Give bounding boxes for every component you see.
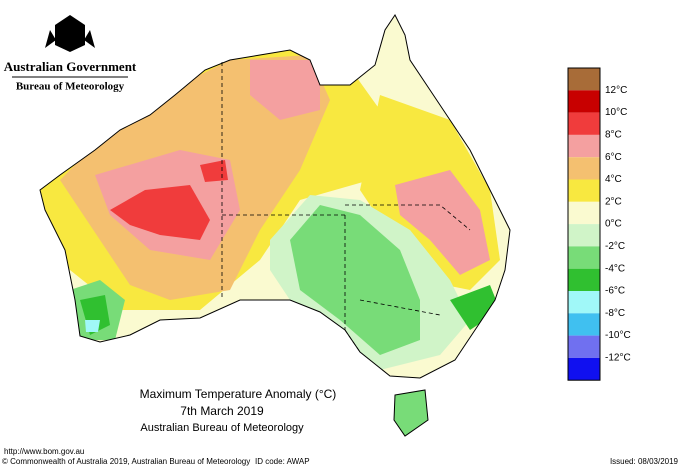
- legend-label: -4°C: [605, 263, 625, 274]
- legend-label: 6°C: [605, 152, 622, 163]
- legend-label: -2°C: [605, 241, 625, 252]
- government: Australian Government: [4, 59, 137, 74]
- legend-swatch: [568, 357, 600, 381]
- url: http://www.bom.gov.au: [4, 447, 84, 456]
- legend-swatch: [568, 313, 600, 336]
- legend-label: 2°C: [605, 196, 622, 207]
- legend-swatch: [568, 157, 600, 180]
- copyright: © Commonwealth of Australia 2019, Austra…: [2, 457, 250, 466]
- legend-swatch: [568, 179, 600, 202]
- legend-swatch: [568, 291, 600, 314]
- caption-date: 7th March 2019: [180, 404, 264, 418]
- id-code: ID code: AWAP: [255, 457, 310, 466]
- legend-label: -8°C: [605, 308, 625, 319]
- legend-frame: [567, 67, 601, 381]
- legend-label: -10°C: [605, 330, 631, 341]
- issued: Issued: 08/03/2019: [610, 457, 679, 466]
- legend-swatch: [568, 68, 600, 91]
- legend-swatch: [568, 90, 600, 113]
- legend-swatch: [568, 224, 600, 247]
- legend-swatch: [568, 335, 600, 358]
- logo: [45, 15, 95, 52]
- legend: 12°C 10°C 8°C 6°C 4°C 2°C 0°C -2°C -4°C -6°C -8°C -…: [567, 67, 631, 381]
- legend-label: 0°C: [605, 219, 622, 230]
- legend-label: 4°C: [605, 174, 622, 185]
- legend-label: 10°C: [605, 107, 627, 118]
- legend-label: -12°C: [605, 353, 631, 364]
- bureau: Bureau of Meteorology: [16, 81, 125, 93]
- legend-swatch: [568, 268, 600, 291]
- caption-source: Australian Bureau of Meteorology: [140, 422, 304, 434]
- legend-label: -6°C: [605, 286, 625, 297]
- legend-swatch: [568, 134, 600, 158]
- caption-title: Maximum Temperature Anomaly (°C): [140, 387, 337, 401]
- legend-swatch: [568, 112, 600, 135]
- borders: [39, 14, 511, 437]
- legend-swatch: [568, 201, 600, 225]
- legend-label: 12°C: [605, 85, 627, 96]
- legend-swatch: [568, 246, 600, 269]
- legend-label: 8°C: [605, 130, 622, 141]
